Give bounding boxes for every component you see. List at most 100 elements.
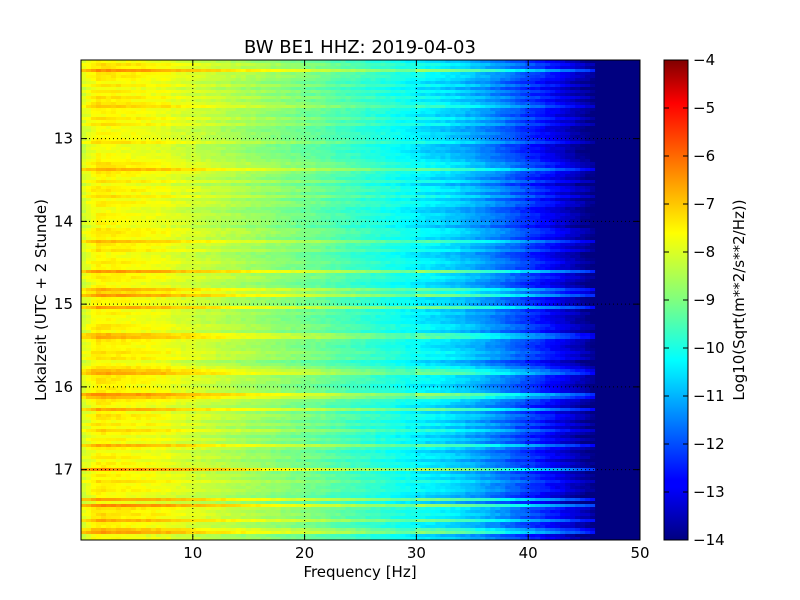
heatmap-cell xyxy=(610,84,616,88)
heatmap-cell xyxy=(255,75,262,79)
heatmap-cell xyxy=(565,90,571,94)
heatmap-cell xyxy=(205,90,212,94)
heatmap-cell xyxy=(515,93,521,97)
heatmap-cell xyxy=(160,87,167,91)
heatmap-cell xyxy=(175,60,182,64)
heatmap-cell xyxy=(625,84,631,88)
heatmap-cell xyxy=(365,60,372,64)
heatmap-cell xyxy=(105,60,112,64)
heatmap-cell xyxy=(295,75,302,79)
heatmap-cell xyxy=(265,60,272,64)
heatmap-cell xyxy=(95,69,102,73)
heatmap-cell xyxy=(85,60,92,64)
heatmap-cell xyxy=(540,60,546,64)
heatmap-cell xyxy=(485,90,491,94)
heatmap-cell xyxy=(460,72,466,76)
heatmap-cell xyxy=(275,63,282,67)
heatmap-cell xyxy=(595,90,601,94)
heatmap-cell xyxy=(275,90,282,94)
heatmap-cell xyxy=(430,87,436,91)
heatmap-cell xyxy=(140,63,147,67)
heatmap-cell xyxy=(160,60,167,64)
heatmap-cell xyxy=(385,66,392,70)
heatmap-cell xyxy=(485,93,491,97)
heatmap-cell xyxy=(200,63,207,67)
heatmap-cell xyxy=(600,90,606,94)
heatmap-cell xyxy=(110,96,117,100)
heatmap-cell xyxy=(580,66,586,70)
heatmap-cell xyxy=(240,72,247,76)
heatmap-cell xyxy=(345,66,352,70)
heatmap-cell xyxy=(215,87,222,91)
heatmap-cell xyxy=(345,84,352,88)
heatmap-cell xyxy=(115,75,122,79)
heatmap-cell xyxy=(415,69,421,73)
heatmap-cell xyxy=(520,69,526,73)
heatmap-cell xyxy=(250,66,257,70)
heatmap-cell xyxy=(580,90,586,94)
heatmap-cell xyxy=(285,69,292,73)
heatmap-cell xyxy=(565,87,571,91)
heatmap-cell xyxy=(305,66,312,70)
heatmap-cell xyxy=(500,93,506,97)
heatmap-cell xyxy=(295,93,302,97)
heatmap-cell xyxy=(300,78,307,82)
heatmap-cell xyxy=(495,93,501,97)
heatmap-cell xyxy=(530,69,536,73)
heatmap-cell xyxy=(530,87,536,91)
heatmap-cell xyxy=(275,60,282,64)
heatmap-cell xyxy=(335,81,342,85)
heatmap-cell xyxy=(185,78,192,82)
heatmap-cell xyxy=(175,78,182,82)
heatmap-cell xyxy=(395,72,402,76)
heatmap-cell xyxy=(90,69,97,73)
heatmap-cell xyxy=(495,87,501,91)
heatmap-cell xyxy=(510,63,516,67)
heatmap-cell xyxy=(580,81,586,85)
heatmap-cell xyxy=(285,93,292,97)
heatmap-cell xyxy=(600,93,606,97)
heatmap-cell xyxy=(400,63,407,67)
heatmap-cell xyxy=(595,72,601,76)
heatmap-cell xyxy=(315,87,322,91)
heatmap-cell xyxy=(140,60,147,64)
heatmap-cell xyxy=(145,81,152,85)
heatmap-cell xyxy=(265,84,272,88)
heatmap-cell xyxy=(100,84,107,88)
heatmap-cell xyxy=(435,66,441,70)
heatmap-cell xyxy=(490,90,496,94)
heatmap-cell xyxy=(610,72,616,76)
heatmap-cell xyxy=(425,93,431,97)
heatmap-cell xyxy=(270,66,277,70)
heatmap-cell xyxy=(555,66,561,70)
heatmap-cell xyxy=(200,72,207,76)
heatmap-cell xyxy=(320,75,327,79)
heatmap-cell xyxy=(445,75,451,79)
heatmap-cell xyxy=(525,72,531,76)
heatmap-cell xyxy=(265,78,272,82)
heatmap-cell xyxy=(355,75,362,79)
heatmap-cell xyxy=(430,90,436,94)
heatmap-cell xyxy=(355,87,362,91)
heatmap-cell xyxy=(550,78,556,82)
heatmap-cell xyxy=(300,75,307,79)
heatmap-cell xyxy=(145,78,152,82)
heatmap-cell xyxy=(125,75,132,79)
heatmap-cell xyxy=(480,90,486,94)
heatmap-cell xyxy=(335,66,342,70)
heatmap-cell xyxy=(450,81,456,85)
heatmap-cell xyxy=(275,66,282,70)
heatmap-cell xyxy=(520,87,526,91)
heatmap-cell xyxy=(90,60,97,64)
heatmap-cell xyxy=(180,90,187,94)
heatmap-cell xyxy=(205,60,212,64)
heatmap-cell xyxy=(280,60,287,64)
heatmap-cell xyxy=(155,66,162,70)
heatmap-cell xyxy=(265,93,272,97)
heatmap-cell xyxy=(505,75,511,79)
heatmap-cell xyxy=(145,69,152,73)
heatmap-cell xyxy=(165,63,172,67)
heatmap-cell xyxy=(90,63,97,67)
heatmap-cell xyxy=(395,78,402,82)
heatmap-cell xyxy=(570,87,576,91)
